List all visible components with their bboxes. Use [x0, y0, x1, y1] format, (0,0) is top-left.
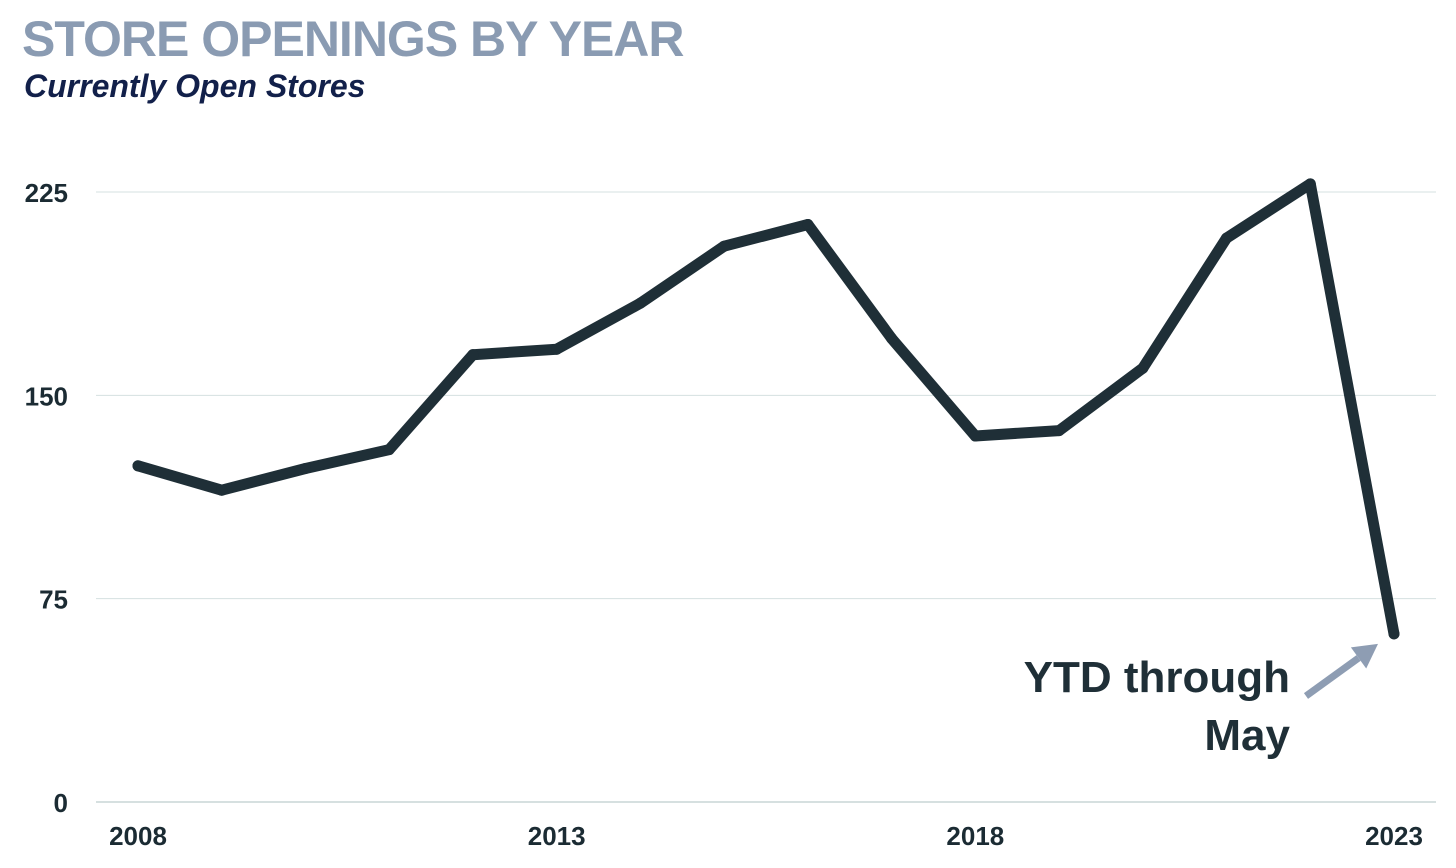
data-point-2021	[1221, 232, 1233, 244]
grid-lines	[96, 191, 1436, 803]
x-tick-label: 2008	[109, 821, 167, 851]
data-point-2019	[1053, 425, 1065, 437]
x-tick-label: 2018	[946, 821, 1004, 851]
y-tick-label: 0	[54, 788, 68, 818]
data-point-2010	[299, 463, 311, 475]
annotation-line-0: YTD through	[1024, 653, 1290, 702]
data-point-2020	[1137, 362, 1149, 374]
series-layer	[132, 178, 1400, 640]
y-tick-label: 75	[39, 585, 68, 615]
annotation-line-1: May	[1204, 711, 1290, 760]
series-line-0	[132, 178, 1400, 640]
x-tick-label: 2023	[1365, 821, 1423, 851]
y-axis-tick-labels: 0 75 150 225	[25, 178, 68, 818]
ytd-annotation: YTD through May	[1024, 643, 1378, 760]
data-point-2016	[802, 219, 814, 231]
data-point-2013	[551, 343, 563, 355]
data-point-2018	[969, 430, 981, 442]
data-point-2022	[1304, 178, 1316, 190]
chart-subtitle: Currently Open Stores	[24, 68, 366, 104]
y-tick-label: 225	[25, 178, 68, 208]
annotation-arrow-shaft	[1303, 655, 1361, 699]
data-point-2017	[886, 332, 898, 344]
data-point-2011	[383, 444, 395, 456]
data-point-2009	[216, 484, 228, 496]
data-point-2014	[634, 297, 646, 309]
data-point-2008	[132, 460, 144, 472]
annotation-arrow-head	[1350, 643, 1378, 669]
y-tick-label: 150	[25, 381, 68, 411]
data-point-2012	[467, 349, 479, 361]
chart-title: STORE OPENINGS BY YEAR	[22, 11, 685, 67]
x-tick-label: 2013	[528, 821, 586, 851]
x-axis-tick-labels: 2008 2013 2018 2023	[109, 821, 1423, 851]
data-point-2023	[1388, 628, 1400, 640]
data-point-2015	[718, 240, 730, 252]
